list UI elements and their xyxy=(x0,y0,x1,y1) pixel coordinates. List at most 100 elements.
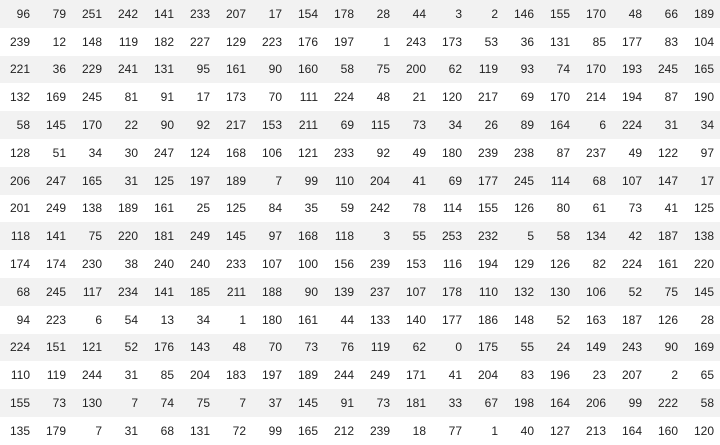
table-cell: 69 xyxy=(504,83,540,112)
table-cell: 185 xyxy=(180,277,216,306)
table-cell: 121 xyxy=(288,138,324,167)
table-cell: 233 xyxy=(216,250,252,278)
table-cell: 238 xyxy=(504,138,540,167)
table-cell: 93 xyxy=(504,55,540,84)
table-row: 68 245 117 234 141 185 211 188 90 139 237 107 178 110… xyxy=(0,277,720,306)
table-cell: 114 xyxy=(540,166,576,195)
table-cell: 242 xyxy=(108,0,144,28)
table-cell: 36 xyxy=(36,55,72,84)
table-cell: 170 xyxy=(576,55,612,84)
table-cell: 21 xyxy=(396,83,432,112)
table-cell: 126 xyxy=(648,305,684,334)
table-cell: 18 xyxy=(396,416,432,445)
table-cell: 247 xyxy=(144,138,180,167)
table-cell: 118 xyxy=(324,222,360,251)
table-cell: 240 xyxy=(144,250,180,278)
table-cell: 151 xyxy=(36,333,72,362)
table-cell: 73 xyxy=(360,389,396,417)
table-cell: 38 xyxy=(108,250,144,278)
table-cell: 233 xyxy=(324,138,360,167)
table-cell: 75 xyxy=(180,389,216,417)
table-cell: 17 xyxy=(252,0,288,28)
table-cell: 155 xyxy=(540,0,576,28)
table-cell: 3 xyxy=(432,0,468,28)
table-cell: 85 xyxy=(576,27,612,56)
table-cell: 132 xyxy=(504,277,540,306)
table-cell: 153 xyxy=(396,250,432,278)
table-cell: 182 xyxy=(144,27,180,56)
table-cell: 58 xyxy=(0,111,36,139)
table-cell: 119 xyxy=(468,55,504,84)
table-cell: 189 xyxy=(108,194,144,223)
table-cell: 181 xyxy=(144,222,180,251)
table-cell: 148 xyxy=(504,305,540,334)
table-cell: 232 xyxy=(468,222,504,251)
table-cell: 229 xyxy=(72,55,108,84)
table-cell: 89 xyxy=(504,111,540,139)
table-cell: 6 xyxy=(576,111,612,139)
table-cell: 73 xyxy=(36,389,72,417)
table-cell: 214 xyxy=(576,83,612,112)
table-cell: 164 xyxy=(612,416,648,445)
table-cell: 245 xyxy=(36,277,72,306)
table-cell: 138 xyxy=(72,194,108,223)
table-cell: 52 xyxy=(540,305,576,334)
table-cell: 7 xyxy=(216,389,252,417)
table-cell: 33 xyxy=(432,389,468,417)
table-cell: 237 xyxy=(360,277,396,306)
table-cell: 249 xyxy=(180,222,216,251)
table-row: 174 174 230 38 240 240 233 107 100 156 239 153 116 19… xyxy=(0,250,720,278)
table-cell: 189 xyxy=(288,361,324,390)
table-cell: 131 xyxy=(180,416,216,445)
table-cell: 34 xyxy=(432,111,468,139)
table-cell: 207 xyxy=(612,361,648,390)
table-cell: 175 xyxy=(468,333,504,362)
table-cell: 82 xyxy=(576,250,612,278)
table-cell: 211 xyxy=(288,111,324,139)
table-cell: 249 xyxy=(360,361,396,390)
table-cell: 75 xyxy=(360,55,396,84)
table-cell: 69 xyxy=(324,111,360,139)
table-cell: 154 xyxy=(288,0,324,28)
table-cell: 58 xyxy=(684,389,720,417)
table-cell: 125 xyxy=(144,166,180,195)
table-cell: 34 xyxy=(72,138,108,167)
table-row: 118 141 75 220 181 249 145 97 168 118 3 55 253 232 5 58… xyxy=(0,222,720,251)
table-cell: 249 xyxy=(36,194,72,223)
table-cell: 204 xyxy=(468,361,504,390)
table-cell: 176 xyxy=(144,333,180,362)
table-cell: 73 xyxy=(612,194,648,223)
table-cell: 48 xyxy=(216,333,252,362)
table-cell: 73 xyxy=(288,333,324,362)
table-cell: 90 xyxy=(144,111,180,139)
table-row: 135 179 7 31 68 131 72 99 165 212 239 18 77 1 40 127 213… xyxy=(0,416,720,445)
table-row: 58 145 170 22 90 92 217 153 211 69 115 73 34 26 89 164 6… xyxy=(0,111,720,139)
table-row: 110 119 244 31 85 204 183 197 189 244 249 171 41 204 8… xyxy=(0,361,720,390)
table-cell: 253 xyxy=(432,222,468,251)
table-cell: 2 xyxy=(468,0,504,28)
table-row: 128 51 34 30 247 124 168 106 121 233 92 49 180 239 238… xyxy=(0,138,720,167)
table-cell: 115 xyxy=(360,111,396,139)
table-cell: 92 xyxy=(180,111,216,139)
table-cell: 224 xyxy=(612,250,648,278)
table-cell: 197 xyxy=(252,361,288,390)
table-cell: 245 xyxy=(504,166,540,195)
table-row: 206 247 165 31 125 197 189 7 99 110 204 41 69 177 245 1… xyxy=(0,166,720,195)
table-cell: 239 xyxy=(468,138,504,167)
table-cell: 122 xyxy=(648,138,684,167)
table-row: 132 169 245 81 91 17 173 70 111 224 48 21 120 217 69 17… xyxy=(0,83,720,112)
table-cell: 165 xyxy=(72,166,108,195)
table-cell: 173 xyxy=(432,27,468,56)
table-cell: 178 xyxy=(324,0,360,28)
table-cell: 189 xyxy=(684,0,720,28)
table-cell: 85 xyxy=(144,361,180,390)
table-cell: 75 xyxy=(72,222,108,251)
table-row: 96 79 251 242 141 233 207 17 154 178 28 44 3 2 146 155 1… xyxy=(0,0,720,28)
table-cell: 75 xyxy=(648,277,684,306)
table-cell: 31 xyxy=(108,361,144,390)
table-cell: 59 xyxy=(324,194,360,223)
table-cell: 227 xyxy=(180,27,216,56)
table-cell: 190 xyxy=(684,83,720,112)
table-cell: 145 xyxy=(684,277,720,306)
